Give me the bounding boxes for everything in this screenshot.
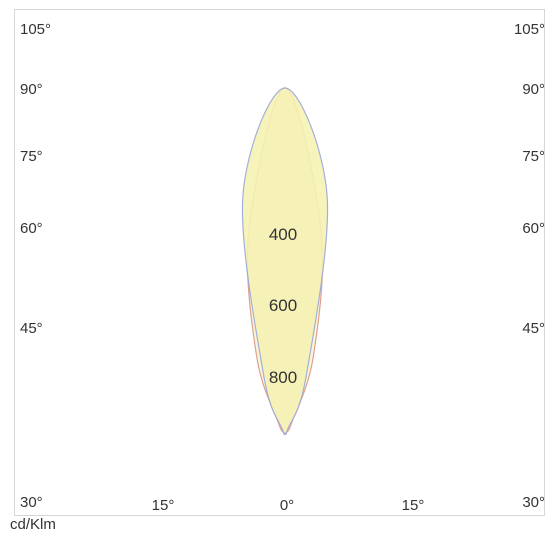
- left-angle-label-90: 90°: [20, 81, 43, 98]
- bottom-angle-label-0: 0°: [280, 497, 294, 514]
- unit-label: cd/Klm: [10, 516, 56, 533]
- ring-label-600: 600: [269, 296, 297, 315]
- right-angle-label-30: 30°: [522, 494, 545, 511]
- right-angle-label-90: 90°: [522, 81, 545, 98]
- intensity-curve-c90-c270: [241, 87, 329, 436]
- intensity-ring-labels: 400 600 800: [269, 225, 297, 387]
- right-angle-label-45: 45°: [522, 320, 545, 337]
- left-angle-label-60: 60°: [20, 220, 43, 237]
- left-angle-label-105: 105°: [20, 21, 51, 38]
- right-angle-label-105: 105°: [514, 21, 545, 38]
- light-distribution-curves: [241, 87, 329, 436]
- right-angle-label-75: 75°: [522, 148, 545, 165]
- left-angle-label-75: 75°: [20, 148, 43, 165]
- left-angle-label-45: 45°: [20, 320, 43, 337]
- ring-label-800: 800: [269, 368, 297, 387]
- right-angle-label-60: 60°: [522, 220, 545, 237]
- bottom-angle-label-15-left: 15°: [152, 497, 175, 514]
- ring-label-400: 400: [269, 225, 297, 244]
- angle-labels: 105° 90° 75° 60° 45° 30° 105° 90° 75° 60…: [20, 21, 545, 514]
- bottom-angle-label-15-right: 15°: [402, 497, 425, 514]
- left-angle-label-30: 30°: [20, 494, 43, 511]
